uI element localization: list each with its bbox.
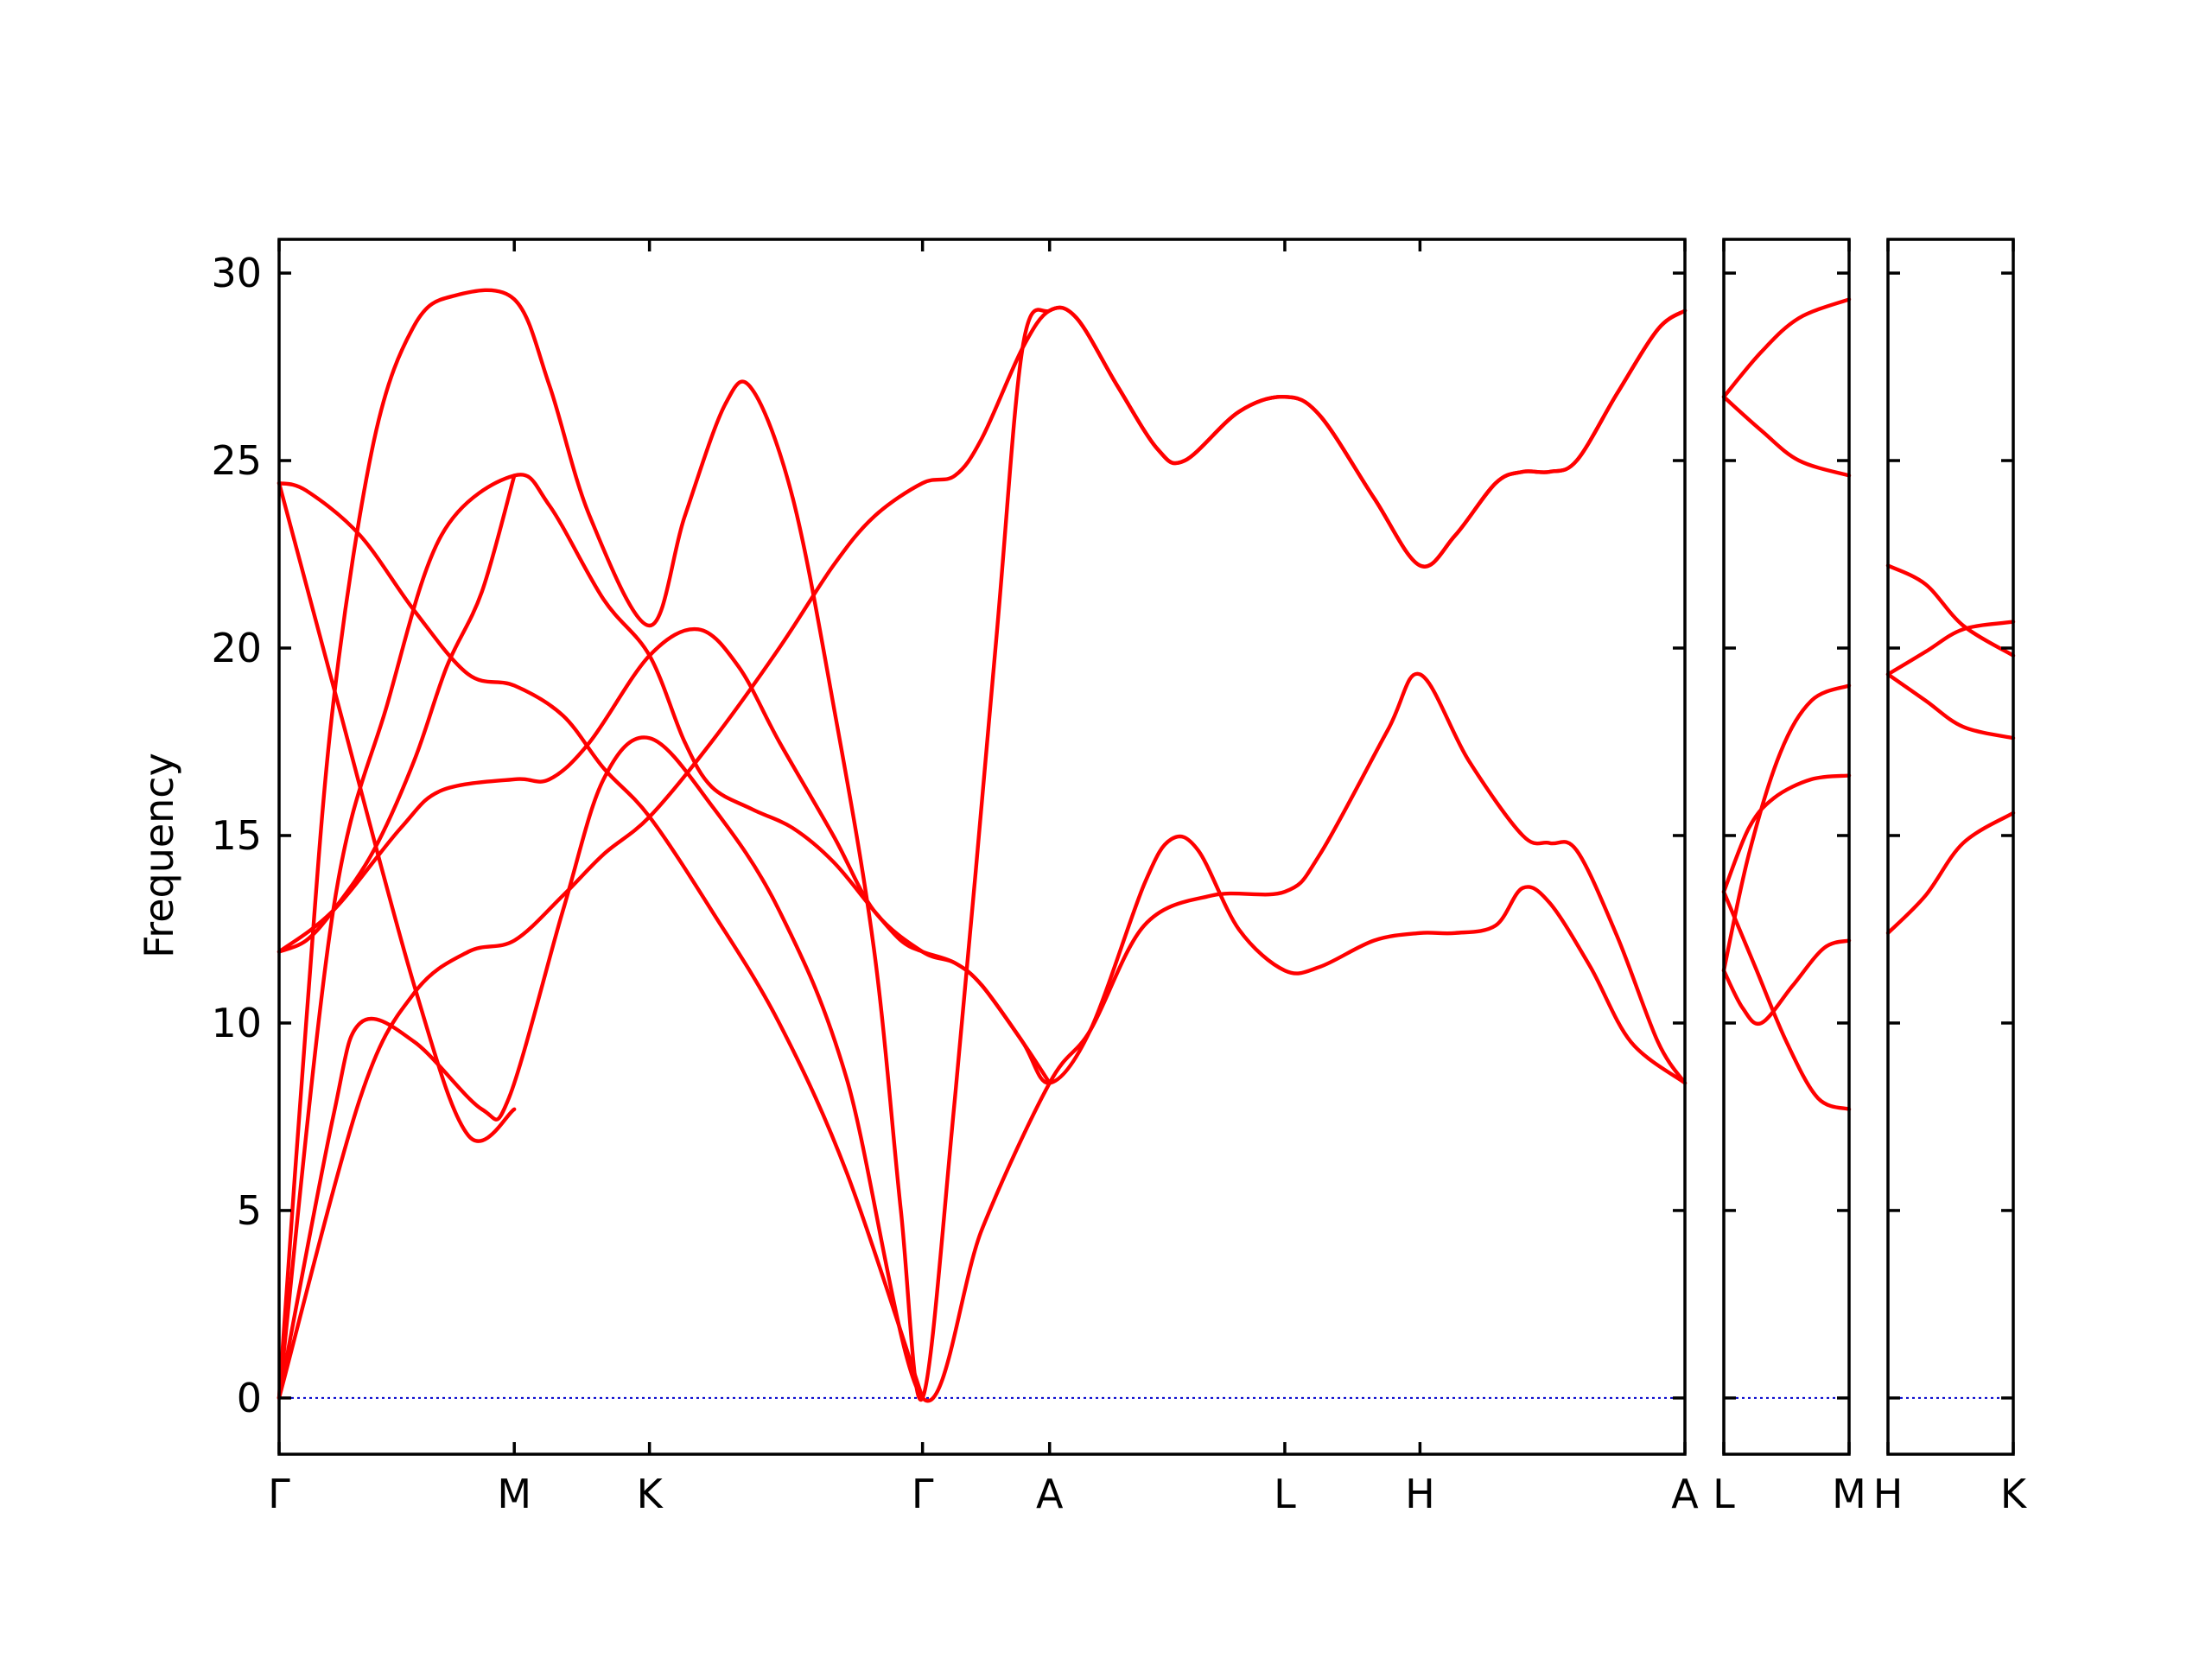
band-line bbox=[1721, 889, 1852, 1111]
band-line bbox=[276, 288, 1688, 1402]
band-line bbox=[276, 671, 1688, 1403]
band-line bbox=[1885, 810, 2016, 935]
y-axis-label: Frequency bbox=[136, 753, 182, 958]
band-line bbox=[1885, 620, 2016, 677]
x-tick-label: H bbox=[1405, 1471, 1435, 1517]
y-tick-label: 25 bbox=[211, 437, 262, 484]
x-tick-label: L bbox=[1274, 1471, 1296, 1517]
panel-frame bbox=[1886, 238, 2015, 1456]
y-tick-label: 30 bbox=[211, 250, 262, 296]
band-line bbox=[276, 480, 517, 1143]
band-line bbox=[276, 473, 1688, 1401]
x-tick-label: K bbox=[2000, 1471, 2028, 1517]
panel-1: 0 5 10 15 20 25 30 Γ M K Γ A L H A bbox=[211, 238, 1699, 1517]
x-tick-label: M bbox=[497, 1471, 531, 1517]
x-tick-label: L bbox=[1713, 1471, 1735, 1517]
x-tick-label: Γ bbox=[268, 1471, 290, 1517]
x-tick-label: A bbox=[1671, 1471, 1699, 1517]
panel-frame bbox=[1722, 238, 1851, 1456]
band-line bbox=[276, 626, 1052, 1085]
y-tick-label: 0 bbox=[237, 1375, 262, 1421]
x-tick-label: K bbox=[637, 1471, 664, 1517]
y-tick-label: 10 bbox=[211, 1000, 262, 1046]
band-line bbox=[1721, 297, 1852, 399]
band-line bbox=[276, 474, 517, 954]
band-line bbox=[276, 480, 925, 1401]
band-line bbox=[1885, 563, 2016, 658]
y-tick-label: 15 bbox=[211, 812, 262, 859]
band-line bbox=[1721, 938, 1852, 1027]
y-tick-label: 5 bbox=[237, 1187, 262, 1234]
x-tick-label: H bbox=[1873, 1471, 1904, 1517]
x-tick-label: A bbox=[1036, 1471, 1064, 1517]
band-line bbox=[1721, 683, 1852, 973]
y-tick-label: 20 bbox=[211, 625, 262, 671]
band-line bbox=[1885, 672, 2016, 741]
x-tick-label: Γ bbox=[912, 1471, 934, 1517]
x-tick-label: M bbox=[1832, 1471, 1866, 1517]
band-line bbox=[1721, 773, 1852, 894]
panel-frame bbox=[277, 238, 1687, 1456]
band-line bbox=[1721, 395, 1852, 478]
